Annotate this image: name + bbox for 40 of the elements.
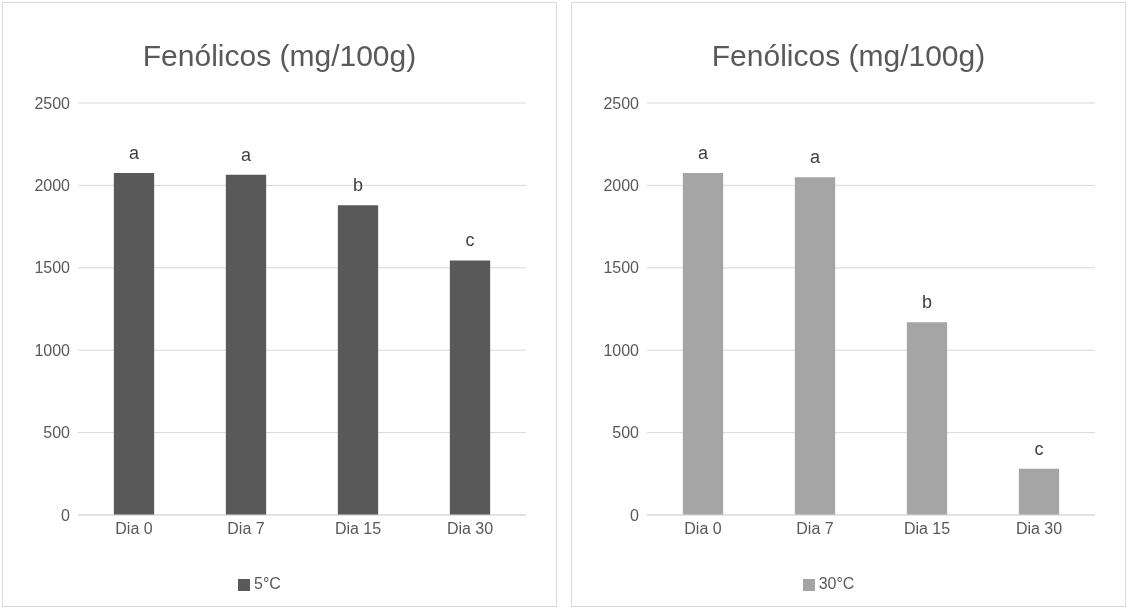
x-tick-label: Dia 0 — [684, 520, 722, 538]
y-tick-label: 0 — [61, 506, 71, 524]
y-tick-label: 500 — [612, 424, 640, 442]
bar — [1018, 468, 1060, 515]
y-tick-label: 0 — [630, 506, 640, 524]
y-tick-label: 2500 — [34, 94, 71, 112]
x-tick-label: Dia 30 — [446, 520, 494, 538]
annotation: a — [128, 143, 140, 164]
legend-label: 30°C — [818, 575, 855, 592]
annotation: c — [465, 230, 475, 251]
x-tick-label: Dia 15 — [334, 520, 382, 538]
y-tick-label: 1000 — [603, 341, 640, 359]
x-tick-label: Dia 7 — [227, 520, 265, 538]
annotation: b — [921, 292, 933, 313]
bar — [682, 173, 724, 515]
annotation: b — [352, 175, 364, 196]
bar — [337, 205, 379, 515]
bar — [225, 174, 267, 515]
annotation: c — [1034, 438, 1044, 459]
annotation: a — [697, 143, 709, 164]
y-tick-label: 2500 — [603, 94, 640, 112]
legend-label: 5°C — [254, 575, 281, 592]
y-tick-label: 2000 — [34, 177, 71, 195]
x-tick-label: Dia 7 — [796, 520, 834, 538]
y-tick-label: 1500 — [34, 259, 71, 277]
chart-title: Fenólicos (mg/100g) — [141, 39, 418, 74]
x-tick-label: Dia 15 — [903, 520, 951, 538]
bar — [906, 322, 948, 515]
x-tick-label: Dia 30 — [1015, 520, 1063, 538]
y-tick-label: 1000 — [34, 341, 71, 359]
annotation: a — [809, 147, 821, 168]
bar — [113, 173, 155, 515]
bar — [449, 260, 491, 515]
y-tick-label: 500 — [43, 424, 71, 442]
bar — [794, 177, 836, 515]
chart-title: Fenólicos (mg/100g) — [710, 39, 987, 74]
annotation: a — [240, 144, 252, 165]
y-tick-label: 1500 — [603, 259, 640, 277]
y-tick-label: 2000 — [603, 177, 640, 195]
x-tick-label: Dia 0 — [115, 520, 153, 538]
